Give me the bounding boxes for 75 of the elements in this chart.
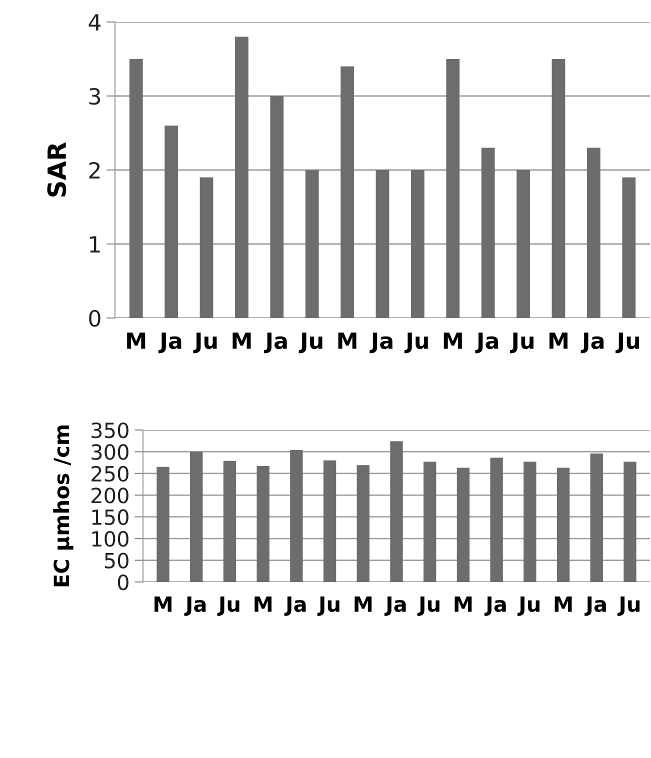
y-tick-label: 4 — [88, 14, 101, 30]
bar — [624, 462, 636, 582]
y-axis-title: EC µmhos /cm — [53, 426, 74, 586]
x-tick-label: M — [232, 332, 251, 349]
x-tick-label: Ju — [217, 596, 240, 616]
bar — [235, 36, 248, 318]
bar — [390, 441, 403, 582]
y-tick-label: 0 — [89, 310, 100, 327]
y-axis-title: SAR — [47, 142, 66, 197]
x-tick-label: Ja — [184, 596, 206, 616]
x-tick-label: M — [554, 596, 572, 612]
y-tick-label: 0 — [118, 574, 128, 590]
bar — [129, 59, 143, 318]
x-tick-label: Ja — [264, 332, 287, 354]
y-tick-label: 50 — [104, 552, 128, 568]
bar — [190, 452, 203, 582]
bar — [156, 466, 170, 582]
x-tick-label: Ju — [317, 596, 340, 616]
y-tick-label: 300 — [92, 444, 128, 460]
bar — [356, 465, 370, 582]
bar — [290, 450, 303, 582]
bar — [164, 126, 178, 318]
y-tick-label: 2 — [89, 162, 100, 178]
x-tick-label: Ja — [284, 596, 306, 616]
bar — [590, 453, 603, 582]
y-tick-label: 3 — [89, 88, 100, 105]
bar — [270, 96, 284, 318]
x-tick-label: M — [444, 332, 462, 349]
x-tick-label: M — [549, 332, 568, 349]
bar — [223, 460, 236, 582]
y-tick-label: 250 — [92, 466, 128, 482]
x-tick-label: M — [338, 332, 356, 349]
x-tick-label: Ju — [193, 332, 217, 354]
y-tick-label: 150 — [92, 509, 128, 526]
x-tick-label: M — [254, 596, 272, 612]
x-tick-label: Ja — [370, 332, 392, 354]
x-tick-label: M — [454, 596, 472, 612]
x-tick-label: Ju — [298, 332, 322, 354]
x-tick-label: Ja — [484, 596, 506, 616]
y-tick-label: 100 — [92, 531, 128, 547]
x-tick-label: Ju — [417, 596, 440, 616]
bar — [411, 170, 424, 318]
bar — [323, 460, 336, 582]
x-tick-label: Ju — [618, 596, 640, 616]
y-tick-label: 1 — [90, 236, 100, 252]
x-tick-label: Ja — [584, 596, 606, 616]
bar — [456, 468, 470, 582]
x-tick-label: Ja — [580, 332, 604, 354]
x-tick-label: Ju — [517, 596, 540, 616]
bar — [490, 458, 503, 582]
x-tick-label: M — [354, 596, 372, 612]
bar — [256, 466, 270, 582]
bar — [586, 148, 600, 318]
x-tick-label: Ja — [158, 332, 182, 354]
bar — [200, 177, 214, 318]
bar — [481, 148, 495, 318]
x-tick-label: Ju — [510, 332, 534, 354]
y-tick-label: 350 — [92, 422, 128, 438]
x-tick-label: Ju — [616, 332, 640, 354]
x-tick-label: M — [154, 596, 172, 612]
bar — [622, 177, 636, 318]
x-tick-label: M — [127, 332, 146, 349]
bar — [340, 66, 354, 318]
x-tick-label: Ju — [404, 332, 428, 354]
x-tick-label: Ja — [475, 332, 498, 354]
bar — [524, 462, 536, 582]
bar — [446, 59, 460, 318]
bar — [305, 170, 319, 318]
x-tick-label: Ja — [384, 596, 406, 616]
bar — [376, 170, 390, 318]
bar — [424, 462, 436, 582]
bar — [516, 170, 530, 318]
bar — [552, 59, 566, 318]
bar — [556, 468, 570, 582]
y-tick-label: 200 — [92, 488, 128, 504]
